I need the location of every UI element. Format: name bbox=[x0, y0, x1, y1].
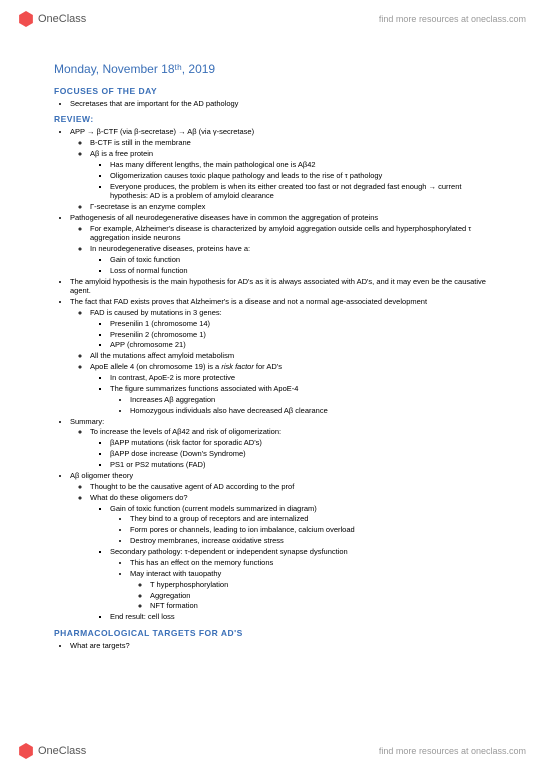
list-item: The fact that FAD exists proves that Alz… bbox=[70, 297, 490, 306]
list-item: Τ hyperphosphorylation bbox=[150, 580, 490, 589]
list-item: NFT formation bbox=[150, 601, 490, 610]
list-item: Homozygous individuals also have decreas… bbox=[130, 406, 490, 415]
list-item: This has an effect on the memory functio… bbox=[130, 558, 490, 567]
focuses-list: Secretases that are important for the AD… bbox=[54, 99, 490, 108]
page-header: OneClass find more resources at oneclass… bbox=[0, 0, 544, 38]
list-item: The amyloid hypothesis is the main hypot… bbox=[70, 277, 490, 296]
note-date: Monday, November 18ᵗʰ, 2019 bbox=[54, 62, 490, 76]
list-item: To increase the levels of Aβ42 and risk … bbox=[90, 427, 490, 436]
section-focuses-title: FOCUSES OF THE DAY bbox=[54, 86, 490, 96]
list-item: ApoE allele 4 (on chromosome 19) is a ri… bbox=[90, 362, 490, 371]
list-item: Aβ oligomer theory bbox=[70, 471, 490, 480]
brand-logo-footer: OneClass bbox=[18, 743, 86, 759]
list-item: They bind to a group of receptors and ar… bbox=[130, 514, 490, 523]
apoe-text-a: ApoE allele 4 (on chromosome 19) is a bbox=[90, 362, 221, 371]
list-item: In neurodegenerative diseases, proteins … bbox=[90, 244, 490, 253]
list-item: Destroy membranes, increase oxidative st… bbox=[130, 536, 490, 545]
list-item: Aggregation bbox=[150, 591, 490, 600]
list-item: Increases Aβ aggregation bbox=[130, 395, 490, 404]
list-item: Gain of toxic function (current models s… bbox=[110, 504, 490, 513]
list-item: In contrast, ApoE-2 is more protective bbox=[110, 373, 490, 382]
list-item: Everyone produces, the problem is when i… bbox=[110, 182, 490, 201]
header-tagline: find more resources at oneclass.com bbox=[379, 14, 526, 24]
brand-name: OneClass bbox=[38, 13, 86, 25]
list-item: Secondary pathology: τ-dependent or inde… bbox=[110, 547, 490, 556]
page-footer: OneClass find more resources at oneclass… bbox=[0, 732, 544, 770]
list-item: βAPP dose increase (Down's Syndrome) bbox=[110, 449, 490, 458]
list-item: The figure summarizes functions associat… bbox=[110, 384, 490, 393]
list-item: All the mutations affect amyloid metabol… bbox=[90, 351, 490, 360]
list-item: Thought to be the causative agent of AD … bbox=[90, 482, 490, 491]
list-item: Loss of normal function bbox=[110, 266, 490, 275]
section-title-bold: AD'S bbox=[221, 628, 243, 638]
section-pharma-title: PHARMACOLOGICAL TARGETS FOR AD'S bbox=[54, 628, 490, 638]
list-item: What are targets? bbox=[70, 641, 490, 650]
list-item: Oligomerization causes toxic plaque path… bbox=[110, 171, 490, 180]
section-title-text-ThinSpace: PHARMACOLOGICAL TARGETS FOR bbox=[54, 628, 221, 638]
list-item: For example, Alzheimer's disease is char… bbox=[90, 224, 490, 243]
brand-name-footer: OneClass bbox=[38, 745, 86, 757]
section-title-text: REVIEW: bbox=[54, 114, 94, 124]
list-item: βAPP mutations (risk factor for sporadic… bbox=[110, 438, 490, 447]
list-item: APP (chromosome 21) bbox=[110, 340, 490, 349]
section-title-text: FOCUSES OF THE DAY bbox=[54, 86, 157, 96]
page-body: Monday, November 18ᵗʰ, 2019 FOCUSES OF T… bbox=[0, 38, 544, 650]
section-review-title: REVIEW: bbox=[54, 114, 490, 124]
list-item: FAD is caused by mutations in 3 genes: bbox=[90, 308, 490, 317]
list-item: Gain of toxic function bbox=[110, 255, 490, 264]
hex-icon bbox=[18, 11, 34, 27]
hex-icon bbox=[18, 743, 34, 759]
list-item: What do these oligomers do? bbox=[90, 493, 490, 502]
list-item: Presenilin 1 (chromosome 14) bbox=[110, 319, 490, 328]
list-item: Β-CTF is still in the membrane bbox=[90, 138, 490, 147]
list-item: Pathogenesis of all neurodegenerative di… bbox=[70, 213, 490, 222]
list-item: APP → β-CTF (via β-secretase) → Aβ (via … bbox=[70, 127, 490, 136]
list-item: Has many different lengths, the main pat… bbox=[110, 160, 490, 169]
brand-logo: OneClass bbox=[18, 11, 86, 27]
list-item: Secretases that are important for the AD… bbox=[70, 99, 490, 108]
review-list: APP → β-CTF (via β-secretase) → Aβ (via … bbox=[54, 127, 490, 621]
footer-tagline: find more resources at oneclass.com bbox=[379, 746, 526, 756]
pharma-list: What are targets? bbox=[54, 641, 490, 650]
list-item: PS1 or PS2 mutations (FAD) bbox=[110, 460, 490, 469]
list-item: Γ-secretase is an enzyme complex bbox=[90, 202, 490, 211]
list-item: Summary: bbox=[70, 417, 490, 426]
list-item: Form pores or channels, leading to ion i… bbox=[130, 525, 490, 534]
list-item: Presenilin 2 (chromosome 1) bbox=[110, 330, 490, 339]
list-item: End result: cell loss bbox=[110, 612, 490, 621]
list-item: May interact with tauopathy bbox=[130, 569, 490, 578]
list-item: Aβ is a free protein bbox=[90, 149, 490, 158]
apoe-risk: risk factor bbox=[221, 362, 254, 371]
apoe-text-b: for AD's bbox=[254, 362, 282, 371]
